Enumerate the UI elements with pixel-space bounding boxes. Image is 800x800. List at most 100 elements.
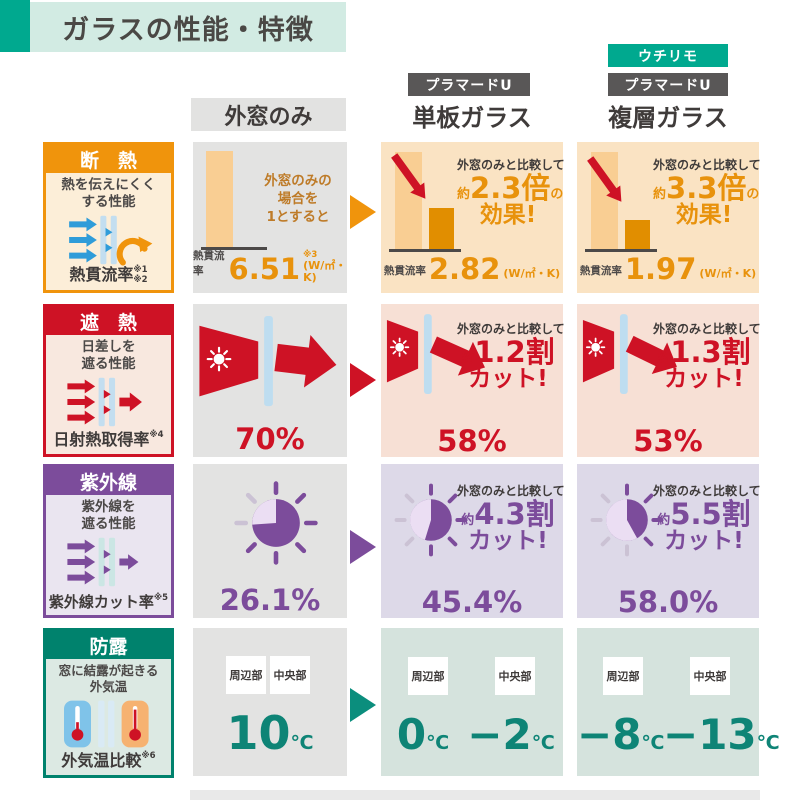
row-title-condensation: 防露 [46, 631, 171, 659]
approx-prefix: 約 [461, 351, 475, 366]
zone-box-center: 中央部 [270, 656, 310, 694]
cut-word: カット! [664, 366, 744, 393]
effect-value: 3.3倍 [666, 171, 747, 205]
row-metric-insulation: 熱貫流率 ※1 ※2 [69, 264, 148, 286]
row-desc-shading: 日差しを 遮る性能 [81, 339, 136, 372]
u-value-unit: (W/㎡・K) [503, 266, 561, 280]
bar-baseline [201, 247, 267, 250]
temperature-value-center: −2℃ [465, 714, 557, 756]
condensation-thermometer-icon [63, 700, 149, 748]
uv-cut-value: 58.0% [617, 585, 719, 619]
u-value-unit: (W/㎡・K) [303, 258, 347, 284]
comparison-block: 外窓のみと比較して 約4.3割 カット! [457, 482, 565, 555]
zone-box-edge: 周辺部 [603, 657, 643, 695]
solar-gain-value: 58% [437, 424, 507, 458]
temp-unit: ℃ [290, 732, 314, 754]
bar-baseline [585, 249, 657, 252]
temp-number: −13 [663, 710, 757, 759]
temperature-value-edge: 0℃ [381, 714, 465, 756]
approx-prefix: 約 [657, 351, 671, 366]
cut-word: カット! [468, 528, 548, 555]
comparison-block: 外窓のみと比較して 約1.3割 カット! [653, 320, 761, 393]
cell-uv-double: 外窓のみと比較して 約5.5割 カット! 58.0% [577, 464, 761, 619]
approx-prefix: 約 [657, 513, 671, 528]
cut-value: 5.5割 [670, 497, 751, 531]
brand-badge-plamard-double: プラマードU [608, 73, 728, 96]
uv-pie-sun-icon [394, 483, 468, 557]
temp-unit: ℃ [641, 732, 665, 754]
flow-arrow-shading [350, 363, 376, 397]
comparison-note: 外窓のみと比較して [457, 484, 565, 498]
effect-tail: の [550, 187, 564, 202]
sunlight-cut-icon [582, 314, 677, 395]
sunlight-cut-icon [386, 314, 485, 395]
decrease-arrow-icon [391, 153, 426, 199]
effect-word: 効果! [479, 202, 537, 229]
metric-footnotes: ※6 [141, 751, 156, 762]
row-label-condensation: 防露 窓に結露が起きる 外気温 外気温比較 ※6 [43, 628, 174, 778]
row-title-uv: 紫外線 [46, 467, 171, 495]
comparison-block: 外窓のみと比較して 約1.2割 カット! [457, 320, 565, 393]
row-title-insulation: 断 熱 [46, 145, 171, 173]
cut-value: 1.2割 [474, 335, 555, 369]
u-value-label: 熱貫流率 [383, 265, 426, 277]
approx-prefix: 約 [653, 187, 667, 202]
bar-improved [625, 220, 650, 249]
comparison-note: 外窓のみと比較して [653, 322, 761, 336]
u-value-label: 熱貫流率 [579, 265, 622, 277]
bar-improved [429, 208, 454, 249]
zone-box-edge: 周辺部 [408, 657, 448, 695]
u-value-unit: (W/㎡・K) [699, 266, 757, 280]
temp-unit: ℃ [756, 732, 780, 754]
footer-strip [190, 790, 760, 800]
cell-shading-double: 外窓のみと比較して 約1.3割 カット! 53% [577, 304, 761, 458]
cell-insulation-outer: 外窓のみの 場合を 1とすると 熱貫流率 6.51 ※3 (W/㎡・K) [193, 142, 347, 293]
row-desc-uv: 紫外線を 遮る性能 [81, 499, 136, 532]
flow-arrow-uv [350, 530, 376, 564]
flow-arrow-insulation [350, 195, 376, 229]
u-value: 1.97 [624, 252, 697, 287]
bar-outer-tall [206, 151, 233, 247]
row-metric-uv: 紫外線カット率 ※5 [48, 592, 169, 611]
decrease-arrow-icon [587, 156, 622, 202]
uv-icon [66, 537, 138, 587]
metric-footnotes: ※1 ※2 [133, 264, 148, 285]
temp-number: −8 [577, 710, 642, 759]
cell-uv-single: 外窓のみと比較して 約4.3割 カット! 45.4% [381, 464, 565, 619]
solar-gain-value: 53% [633, 424, 703, 458]
u-value-label: 熱貫流率 [193, 250, 225, 277]
brand-badge-plamard-single: プラマードU [408, 73, 530, 96]
cell-condensation-outer: 周辺部 中央部 10℃ [193, 628, 347, 776]
baseline-note: 外窓のみの 場合を 1とすると [264, 173, 332, 226]
metric-name: 紫外線カット率 [48, 592, 154, 611]
comparison-block: 外窓のみと比較して 約5.5割 カット! [653, 482, 761, 555]
temp-number: 0 [396, 710, 427, 759]
uv-pie-sun-icon [234, 481, 318, 565]
approx-prefix: 約 [461, 513, 475, 528]
cell-uv-outer: 26.1% [193, 464, 347, 618]
effect-word: 効果! [675, 202, 733, 229]
cell-insulation-single: 外窓のみと比較して 約2.3倍の 効果! 熱貫流率 2.82 (W/㎡・K) [381, 142, 565, 293]
u-value-footnote: ※3 [303, 250, 318, 261]
comparison-note: 外窓のみと比較して [457, 158, 565, 172]
comparison-note: 外窓のみと比較して [653, 158, 761, 172]
effect-tail: の [746, 187, 760, 202]
comparison-block: 外窓のみと比較して 約2.3倍の 効果! [457, 156, 565, 229]
page-title: ガラスの性能・特徴 [62, 14, 314, 46]
comparison-note: 外窓のみと比較して [653, 484, 761, 498]
metric-footnotes: ※4 [149, 430, 164, 441]
row-metric-condensation: 外気温比較 ※6 [61, 752, 155, 770]
cut-word: カット! [664, 528, 744, 555]
page-title-bar: ガラスの性能・特徴 [30, 2, 346, 52]
temperature-value-center: −13℃ [663, 714, 780, 756]
row-label-shading: 遮 熱 日差しを 遮る性能 日射熱取得率 ※4 [43, 304, 174, 457]
temp-unit: ℃ [426, 732, 450, 754]
zone-box-edge: 周辺部 [226, 656, 266, 694]
comparison-block: 外窓のみと比較して 約3.3倍の 効果! [653, 156, 761, 229]
insulation-icon [68, 215, 152, 266]
metric-footnotes: ※5 [153, 592, 169, 603]
series-badge-uchirimo: ウチリモ [608, 44, 728, 67]
column-header-single-glass: 単板ガラス [412, 103, 532, 132]
cell-shading-outer: 70% [193, 304, 347, 457]
